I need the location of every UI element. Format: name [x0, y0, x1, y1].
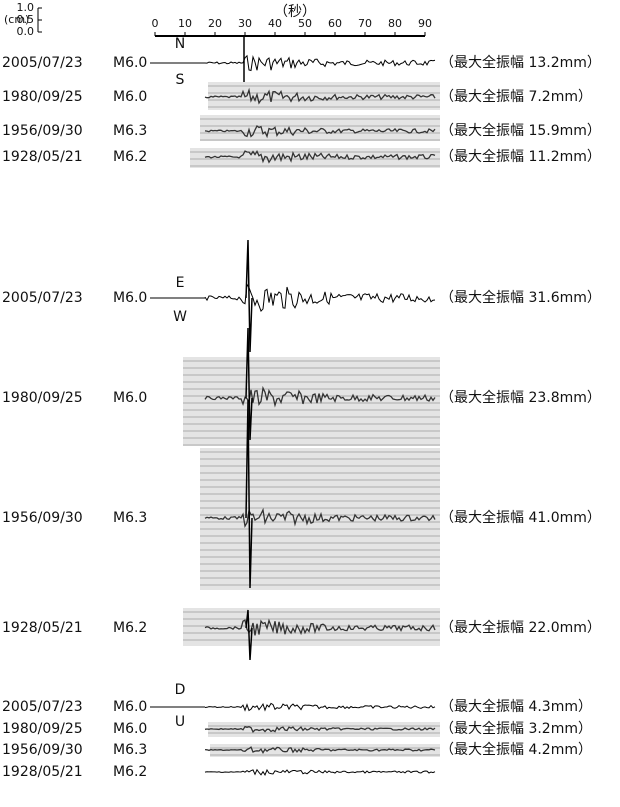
waveform	[204, 725, 436, 734]
waveform-spike	[245, 609, 253, 661]
waveform	[204, 125, 436, 139]
record-date: 2005/07/23	[2, 699, 83, 715]
component-label: D	[175, 682, 186, 698]
record-magnitude: M6.2	[113, 764, 147, 780]
record-magnitude: M6.0	[113, 699, 147, 715]
record-date: 1928/05/21	[2, 149, 83, 165]
waveform-spike	[245, 327, 253, 441]
scale-tick-label: 0.0	[17, 25, 35, 38]
record-date: 2005/07/23	[2, 290, 83, 306]
waveform	[204, 746, 436, 754]
record-magnitude: M6.2	[113, 149, 147, 165]
record-amplitude: （最大全振幅 4.2mm）	[440, 741, 592, 758]
record-date: 1980/09/25	[2, 390, 83, 406]
waveform-spike	[245, 239, 253, 353]
component-label: S	[176, 72, 185, 88]
component-label: N	[175, 36, 185, 52]
component-label: U	[175, 714, 185, 730]
record-amplitude: （最大全振幅 15.9mm）	[440, 122, 601, 139]
record-magnitude: M6.0	[113, 721, 147, 737]
record-date: 1956/09/30	[2, 123, 83, 139]
record-magnitude: M6.0	[113, 55, 147, 71]
record-date: 1956/09/30	[2, 510, 83, 526]
waveform	[204, 507, 436, 529]
record-magnitude: M6.0	[113, 290, 147, 306]
record-magnitude: M6.3	[113, 510, 147, 526]
record-amplitude: （最大全振幅 23.8mm）	[440, 389, 601, 406]
time-tick-label: 40	[268, 17, 282, 30]
record-amplitude: （最大全振幅 41.0mm）	[440, 509, 601, 526]
waveform	[204, 282, 436, 313]
record-date: 2005/07/23	[2, 55, 83, 71]
record-magnitude: M6.3	[113, 742, 147, 758]
waveform	[204, 618, 436, 636]
scale-tick-label: 0.5	[17, 13, 35, 26]
record-amplitude: （最大全振幅 22.0mm）	[440, 619, 601, 636]
time-tick-label: 70	[358, 17, 372, 30]
record-magnitude: M6.3	[113, 123, 147, 139]
waveform-spike	[245, 399, 253, 589]
record-amplitude: （最大全振幅 4.3mm）	[440, 698, 592, 715]
time-axis-label: （秒）	[274, 4, 316, 20]
record-date: 1980/09/25	[2, 721, 83, 737]
record-date: 1928/05/21	[2, 764, 83, 780]
record-date: 1980/09/25	[2, 89, 83, 105]
waveform	[204, 54, 436, 72]
time-tick-label: 50	[298, 17, 312, 30]
record-magnitude: M6.2	[113, 620, 147, 636]
time-tick-label: 90	[418, 17, 432, 30]
scale-unit: (cm)	[4, 13, 29, 26]
record-amplitude: （最大全振幅 7.2mm）	[440, 88, 592, 105]
time-tick-label: 20	[208, 17, 222, 30]
waveform	[204, 150, 436, 164]
waveform	[204, 385, 436, 408]
scale-tick-label: 1.0	[17, 1, 35, 14]
record-amplitude: （最大全振幅 31.6mm）	[440, 289, 601, 306]
record-magnitude: M6.0	[113, 89, 147, 105]
record-background	[210, 744, 440, 757]
waveform	[204, 702, 436, 712]
time-tick-label: 80	[388, 17, 402, 30]
component-label: W	[173, 309, 187, 325]
record-amplitude: （最大全振幅 3.2mm）	[440, 720, 592, 737]
component-label: E	[176, 275, 185, 291]
waveform	[204, 768, 436, 776]
record-amplitude: （最大全振幅 11.2mm）	[440, 148, 601, 165]
time-tick-label: 30	[238, 17, 252, 30]
record-date: 1928/05/21	[2, 620, 83, 636]
time-tick-label: 10	[178, 17, 192, 30]
waveform	[204, 87, 436, 105]
record-amplitude: （最大全振幅 13.2mm）	[440, 54, 601, 71]
time-tick-label: 0	[152, 17, 159, 30]
record-date: 1956/09/30	[2, 742, 83, 758]
time-tick-label: 60	[328, 17, 342, 30]
record-background	[190, 148, 440, 168]
record-magnitude: M6.0	[113, 390, 147, 406]
